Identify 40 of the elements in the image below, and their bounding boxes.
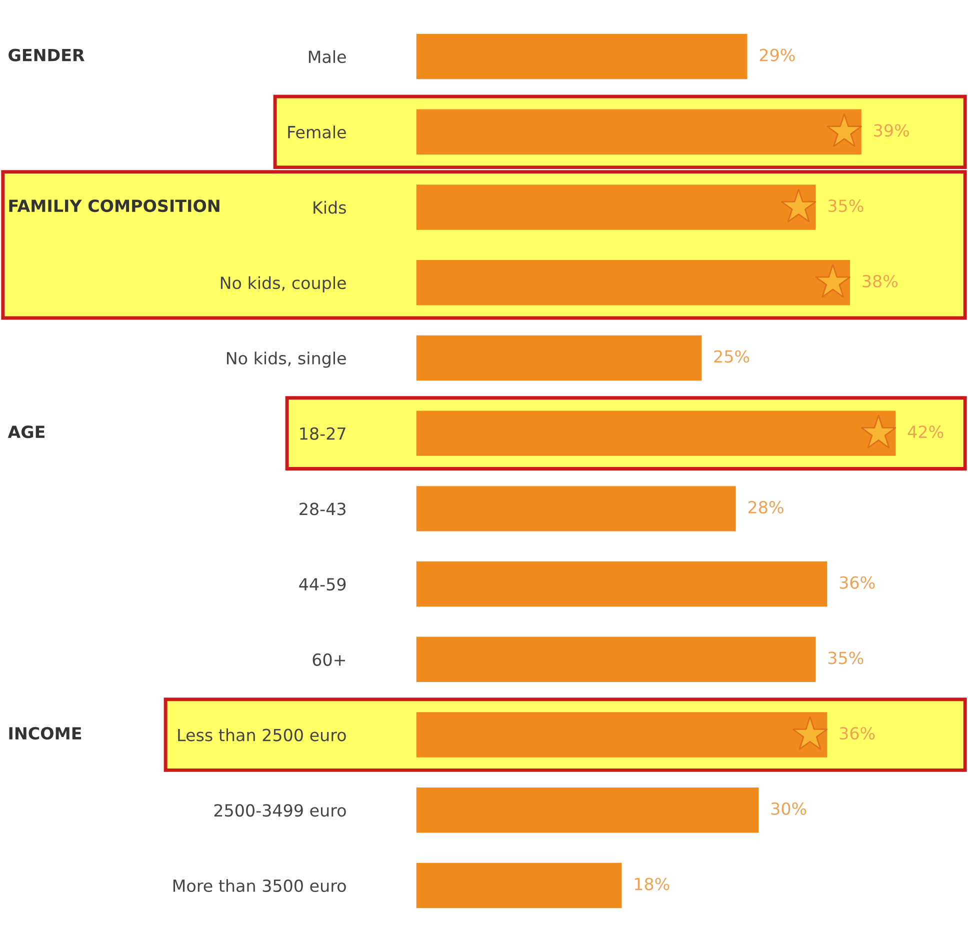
data-label: 36% bbox=[840, 576, 875, 589]
bar bbox=[416, 486, 736, 532]
data-label: 38% bbox=[862, 274, 898, 288]
y-tick-label: 28-43 bbox=[300, 502, 346, 516]
y-tick-label: 60+ bbox=[312, 653, 346, 666]
text: FAMILIY COMPOSITION bbox=[9, 199, 220, 212]
bar bbox=[416, 109, 862, 154]
y-tick-label: More than 3500 euro bbox=[173, 879, 346, 892]
text: INCOME bbox=[9, 726, 82, 740]
data-label: 35% bbox=[828, 199, 864, 212]
y-tick-label: Less than 2500 euro bbox=[178, 728, 346, 742]
data-label: 39% bbox=[874, 124, 909, 137]
y-tick-label: Male bbox=[308, 50, 346, 64]
y-tick-label: 44-59 bbox=[299, 578, 346, 591]
bar bbox=[416, 184, 816, 230]
bar bbox=[416, 335, 702, 381]
y-tick-label: Kids bbox=[314, 200, 346, 214]
y-tick-label: No kids, couple bbox=[220, 276, 346, 292]
bar bbox=[416, 862, 622, 908]
data-label: 29% bbox=[760, 48, 795, 62]
data-label: 42% bbox=[908, 426, 944, 438]
bar bbox=[416, 260, 850, 306]
bar bbox=[416, 34, 748, 80]
y-tick-label: 2500-3499 euro bbox=[214, 804, 346, 817]
y-tick-label: Female bbox=[288, 126, 346, 138]
data-label: 28% bbox=[748, 500, 784, 514]
text: GENDER bbox=[8, 48, 84, 62]
bar bbox=[416, 712, 828, 758]
text: AGE bbox=[8, 426, 44, 438]
data-label: 18% bbox=[634, 878, 670, 890]
bar bbox=[416, 410, 896, 456]
y-tick-label: No kids, single bbox=[226, 352, 346, 368]
data-label: 35% bbox=[828, 652, 864, 664]
bar bbox=[416, 561, 828, 607]
bar bbox=[416, 636, 816, 682]
bar bbox=[416, 788, 759, 833]
data-label: 36% bbox=[840, 726, 875, 740]
data-label: 30% bbox=[771, 802, 806, 815]
y-tick-label: 18-27 bbox=[300, 427, 346, 440]
data-label: 25% bbox=[714, 350, 750, 363]
